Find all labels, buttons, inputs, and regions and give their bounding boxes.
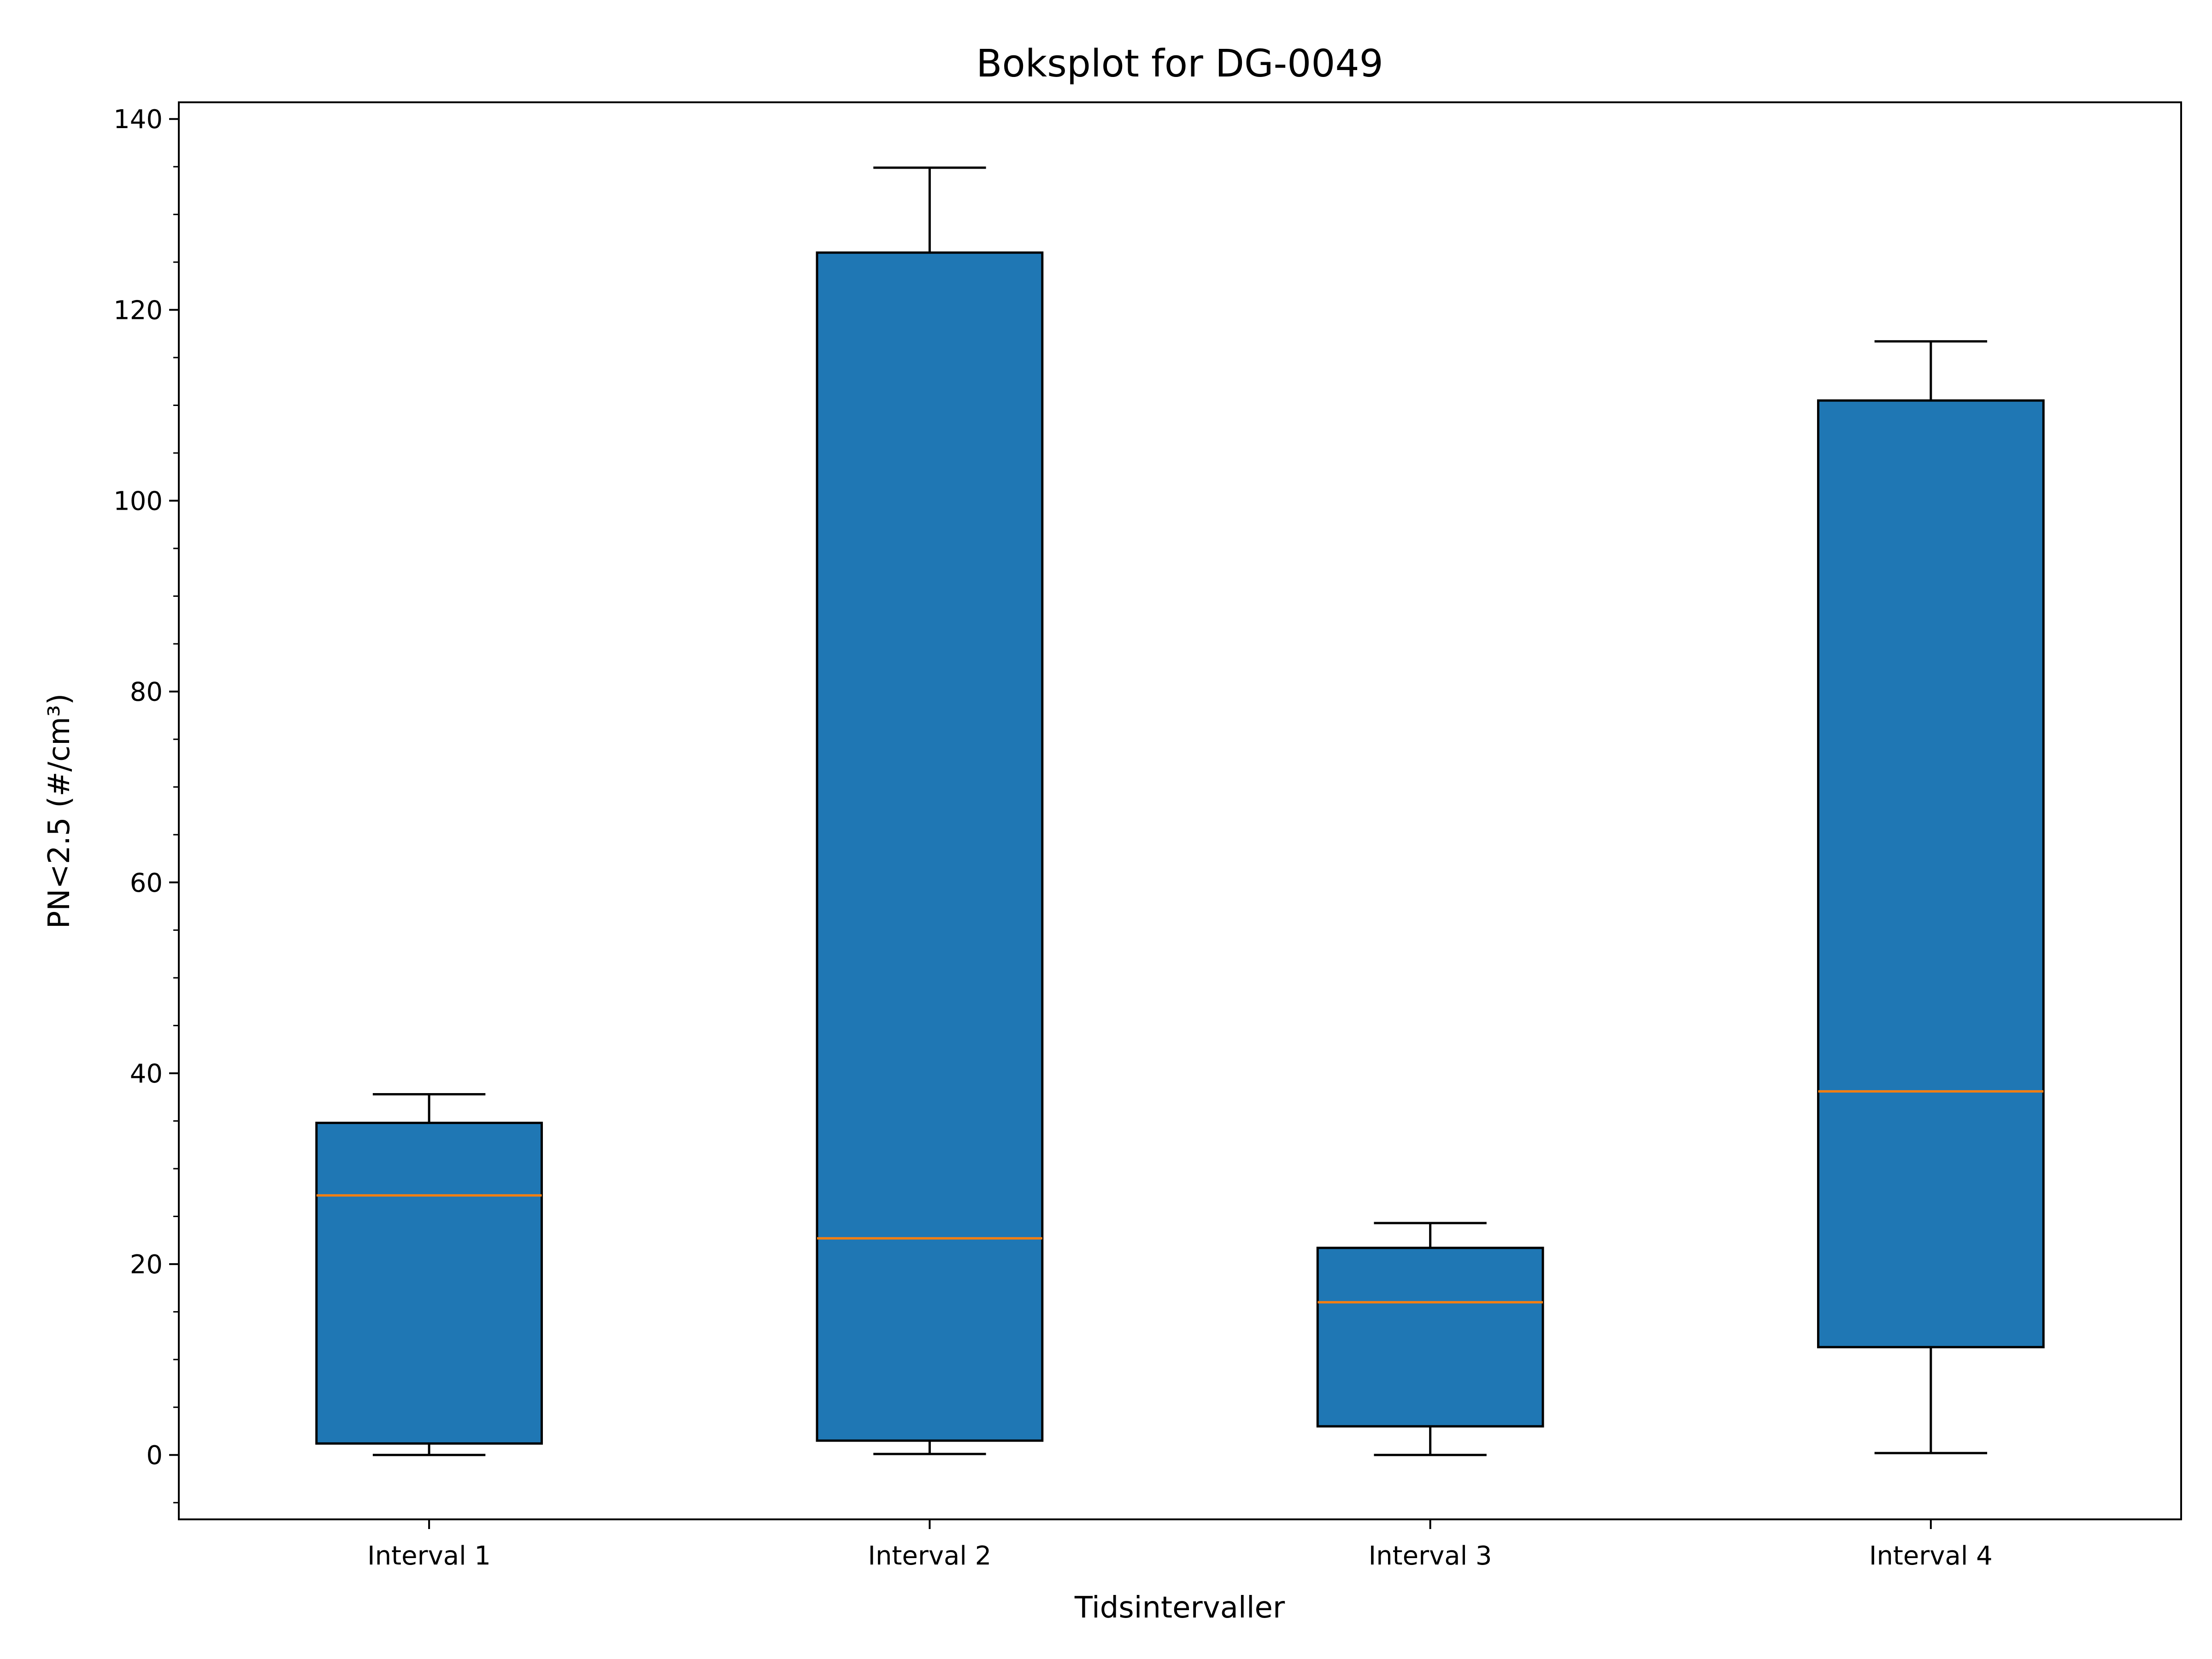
chart-title: Boksplot for DG-0049 bbox=[976, 42, 1383, 86]
box-body bbox=[816, 251, 1044, 1442]
box-body bbox=[315, 1122, 543, 1445]
x-tick-label: Interval 1 bbox=[367, 1541, 491, 1571]
y-tick-label: 60 bbox=[130, 868, 163, 898]
x-axis-label: Tidsintervaller bbox=[1074, 1591, 1285, 1625]
x-tick-label: Interval 2 bbox=[868, 1541, 991, 1571]
box-body bbox=[1817, 399, 2045, 1348]
y-tick-label: 80 bbox=[130, 677, 163, 707]
y-tick-label: 20 bbox=[130, 1250, 163, 1280]
y-axis-label: PN<2.5 (#/cm³) bbox=[42, 694, 76, 929]
y-tick-label: 0 bbox=[146, 1441, 163, 1471]
y-tick-label: 40 bbox=[130, 1059, 163, 1089]
box-body bbox=[1316, 1247, 1544, 1428]
y-tick-label: 120 bbox=[113, 295, 163, 325]
x-tick-label: Interval 3 bbox=[1369, 1541, 1492, 1571]
plot-frame bbox=[178, 101, 2182, 1520]
y-tick-label: 100 bbox=[113, 487, 163, 517]
y-tick-label: 140 bbox=[113, 105, 163, 135]
plot-area: 0 20 40 60 80 100 120 140 Interval 1 Interval 2 In… bbox=[113, 101, 2182, 1571]
x-tick-label: Interval 4 bbox=[1869, 1541, 1993, 1571]
